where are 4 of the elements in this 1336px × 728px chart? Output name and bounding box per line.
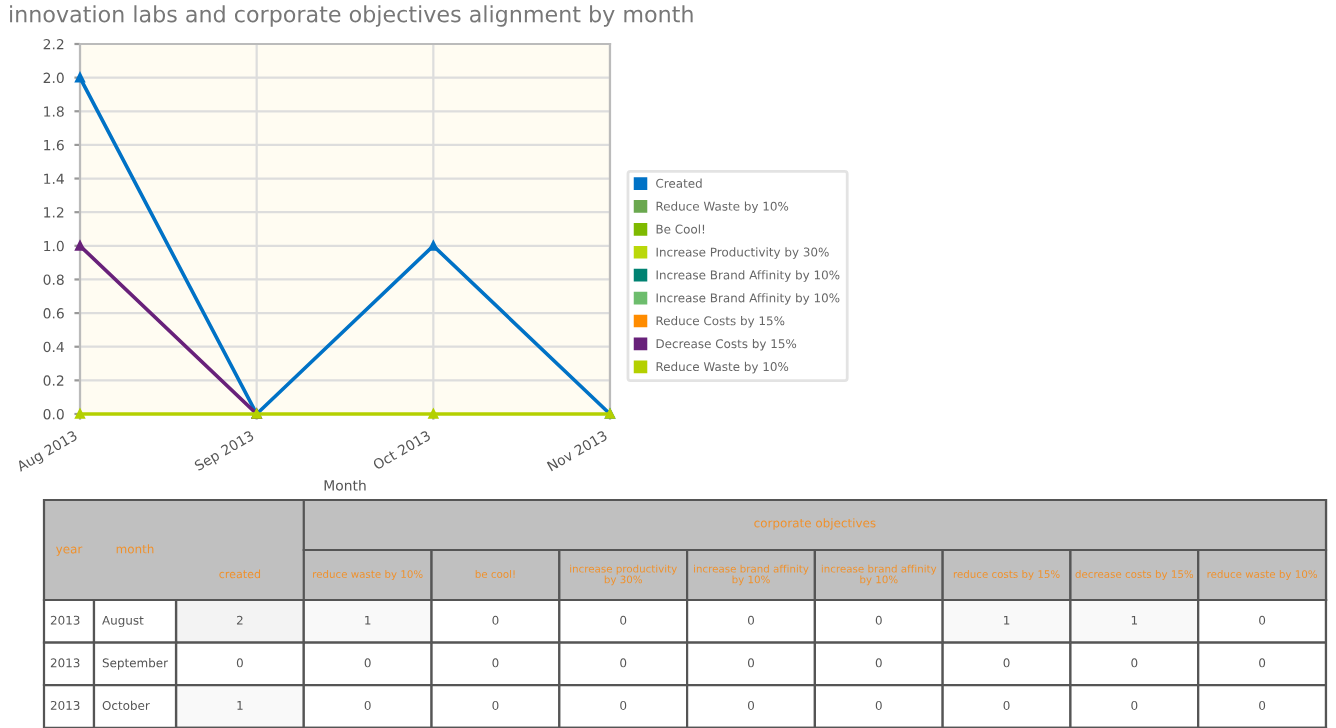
point xyxy=(428,240,439,251)
point xyxy=(75,72,85,83)
point xyxy=(75,240,85,251)
chart-title: innovation labs and corporate objectives alignment by month xyxy=(10,5,693,27)
